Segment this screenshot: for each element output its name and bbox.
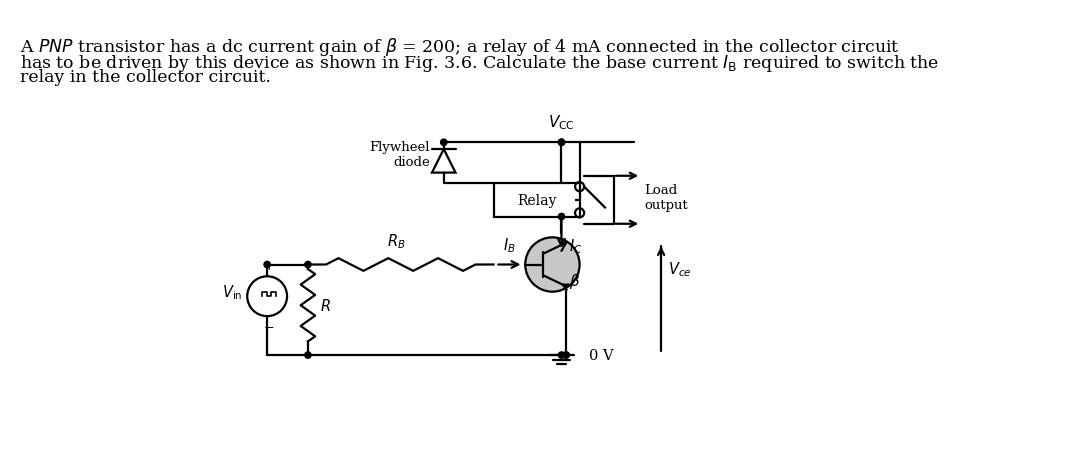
Text: Load
output: Load output [644,184,688,212]
Circle shape [305,262,311,268]
Circle shape [563,352,569,358]
FancyBboxPatch shape [494,184,580,217]
Text: relay in the collector circuit.: relay in the collector circuit. [19,69,271,86]
Text: $R$: $R$ [320,298,330,313]
Circle shape [563,352,569,358]
Text: $I_B$: $I_B$ [503,235,516,254]
Circle shape [558,214,565,220]
Circle shape [558,140,565,146]
Text: Relay: Relay [517,194,556,207]
Text: $V_\mathrm{in}$: $V_\mathrm{in}$ [222,283,243,301]
Circle shape [525,238,580,292]
Circle shape [305,352,311,358]
Text: $R_B$: $R_B$ [387,232,405,250]
Text: $V_{ce}$: $V_{ce}$ [669,260,692,279]
Text: Flywheel
diode: Flywheel diode [369,140,430,168]
Text: has to be driven by this device as shown in Fig. 3.6. Calculate the base current: has to be driven by this device as shown… [19,53,940,74]
Circle shape [558,352,565,358]
Circle shape [558,140,565,146]
Circle shape [441,140,447,146]
Text: 0 V: 0 V [589,348,613,362]
Text: $V_\mathrm{CC}$: $V_\mathrm{CC}$ [548,113,575,132]
Polygon shape [432,150,456,173]
Text: $\beta$: $\beta$ [569,272,580,291]
Text: A $\mathit{PNP}$ transistor has a dc current gain of $\beta$ = 200; a relay of 4: A $\mathit{PNP}$ transistor has a dc cur… [19,36,900,58]
Text: −: − [264,321,274,334]
Text: $I_C$: $I_C$ [569,237,582,255]
Text: +: + [264,259,274,272]
Circle shape [264,262,270,268]
